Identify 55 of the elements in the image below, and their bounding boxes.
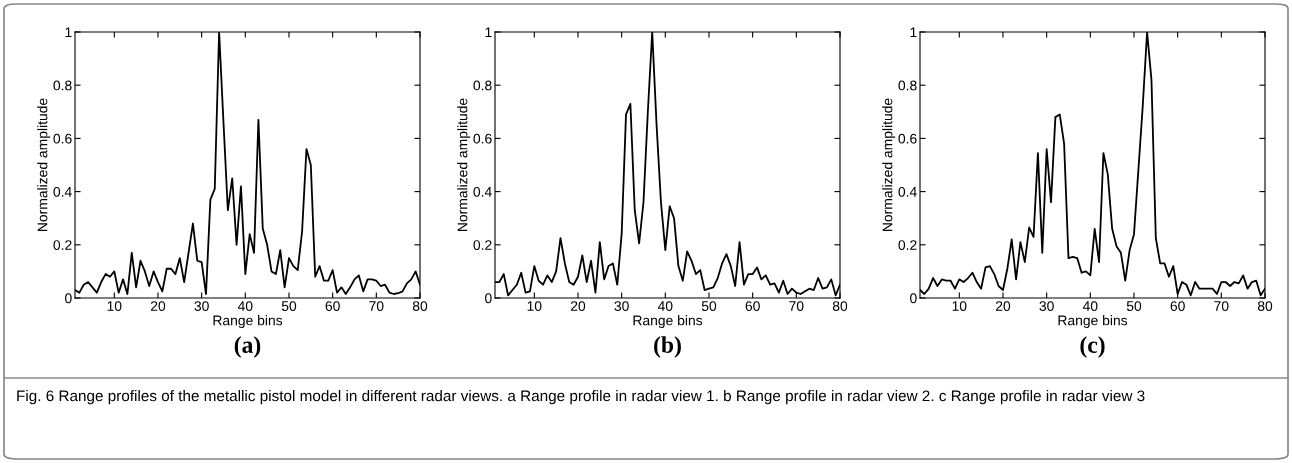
- y-tick-label: 0: [65, 293, 72, 304]
- y-axis-title: Normalized amplitude: [37, 98, 51, 232]
- y-tick-label: 0.6: [898, 133, 917, 144]
- text: (a): [234, 336, 261, 358]
- y-tick-label: 0.8: [898, 80, 917, 91]
- line-series: [75, 32, 420, 295]
- caption: Fig. 6 Range profiles of the metallic pistol model in different radar views. a Range profile in radar view 1. b Range profile in radar view 2. c Range profile in radar view 3: [17, 390, 1145, 405]
- x-tick-label: 50: [701, 301, 717, 311]
- x-tick-label: 40: [1082, 301, 1098, 311]
- x-tick-label: 50: [1126, 301, 1142, 311]
- x-tick-label: 60: [745, 301, 760, 311]
- x-tick-label: 70: [1214, 301, 1229, 311]
- x-tick-label: 50: [281, 301, 297, 311]
- y-tick-label: 1: [910, 27, 917, 38]
- y-tick-label: 0.4: [53, 186, 72, 197]
- x-tick-label: 80: [1257, 301, 1273, 311]
- text: (b): [654, 336, 681, 358]
- x-tick-label: 20: [995, 301, 1011, 311]
- x-tick-label: 30: [1039, 301, 1054, 311]
- x-tick-label: 60: [1170, 301, 1185, 311]
- x-tick-label: 70: [789, 301, 804, 311]
- text: (c): [1080, 336, 1105, 358]
- x-tick-label: 20: [150, 301, 166, 311]
- x-tick-label: 30: [194, 301, 209, 311]
- y-tick-label: 0: [910, 293, 917, 304]
- x-tick-label: 10: [107, 301, 122, 311]
- x-tick-label: 30: [614, 301, 629, 311]
- line-series: [920, 32, 1265, 297]
- y-tick-label: 0.8: [473, 80, 492, 91]
- x-tick-label: 80: [412, 301, 428, 311]
- x-tick-label: 80: [832, 301, 848, 311]
- y-tick-label: 0.2: [898, 240, 917, 250]
- y-axis-title: Normalized amplitude: [457, 98, 471, 232]
- y-axis-title: Normalized amplitude: [882, 98, 896, 232]
- line-series: [495, 32, 840, 297]
- x-axis-title: Range bins: [1058, 315, 1128, 329]
- y-tick-label: 0.4: [473, 186, 492, 197]
- x-axis-title: Range bins: [213, 315, 283, 329]
- x-tick-label: 60: [325, 301, 340, 311]
- x-tick-label: 40: [657, 301, 673, 311]
- y-tick-label: 0.2: [473, 240, 492, 250]
- x-tick-label: 10: [527, 301, 542, 311]
- y-tick-label: 0: [485, 293, 492, 304]
- x-tick-label: 20: [570, 301, 586, 311]
- x-axis-title: Range bins: [633, 315, 703, 329]
- y-tick-label: 0.4: [898, 186, 917, 197]
- x-tick-label: 40: [237, 301, 253, 311]
- y-tick-label: 0.6: [473, 133, 492, 144]
- y-tick-label: 1: [65, 27, 72, 38]
- y-tick-label: 0.8: [53, 80, 72, 91]
- x-tick-label: 10: [952, 301, 967, 311]
- y-tick-label: 0.2: [53, 240, 72, 250]
- y-tick-label: 1: [485, 27, 492, 38]
- x-tick-label: 70: [369, 301, 384, 311]
- y-tick-label: 0.6: [53, 133, 72, 144]
